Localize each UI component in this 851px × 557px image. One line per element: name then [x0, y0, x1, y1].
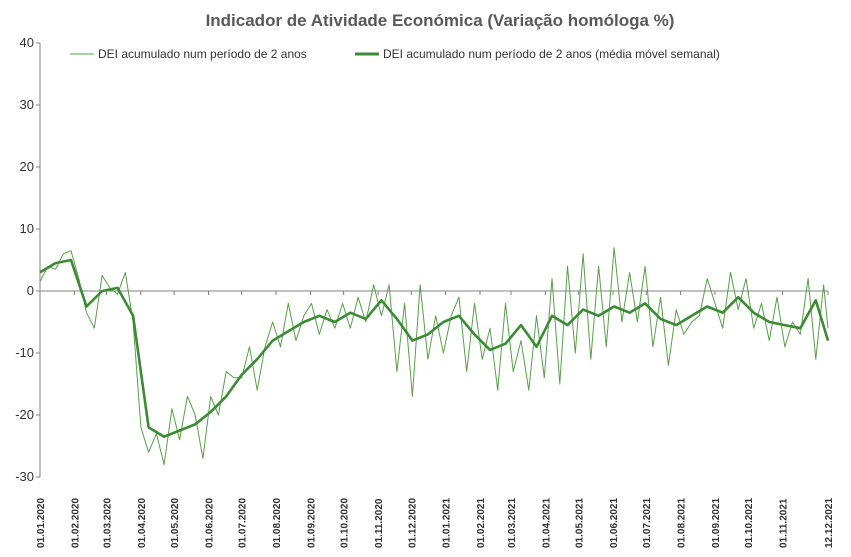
- x-tick-label: 01.10.2020: [340, 498, 351, 548]
- x-tick-label: 01.06.2021: [609, 498, 620, 548]
- y-tick-label: -20: [15, 407, 34, 422]
- x-tick-label: 01.01.2020: [36, 498, 47, 548]
- legend-label-weekly: DEI acumulado num período de 2 anos (méd…: [383, 47, 720, 61]
- x-tick-label: 01.01.2021: [442, 498, 453, 548]
- x-tick-label: 01.11.2020: [374, 498, 385, 548]
- legend: DEI acumulado num período de 2 anos DEI …: [70, 47, 720, 61]
- x-tick-label: 01.03.2021: [507, 498, 518, 548]
- y-tick-label: 20: [20, 159, 34, 174]
- series-line-weekly-average: [39, 258, 830, 439]
- x-tick-label: 01.10.2021: [744, 498, 755, 548]
- x-tick-label: 01.09.2021: [711, 498, 722, 548]
- x-tick-label: 01.05.2021: [575, 498, 586, 548]
- legend-label-daily: DEI acumulado num período de 2 anos: [98, 47, 307, 61]
- chart-title: Indicador de Atividade Económica (Variaç…: [206, 11, 675, 30]
- x-tick-label: 01.08.2020: [272, 498, 283, 548]
- x-tick-label: 01.04.2021: [541, 498, 552, 548]
- x-tick-label: 01.07.2020: [238, 498, 249, 548]
- y-tick-label: 30: [20, 97, 34, 112]
- x-tick-label: 01.06.2020: [204, 498, 215, 548]
- x-tick-label: 01.02.2020: [70, 498, 81, 548]
- x-tick-label: 01.02.2021: [476, 498, 487, 548]
- x-tick-label: 01.09.2020: [306, 498, 317, 548]
- x-tick-label: 12.12.2021: [824, 498, 835, 548]
- x-tick-label: 01.03.2020: [102, 498, 113, 548]
- x-tick-label: 01.11.2021: [779, 498, 790, 548]
- y-tick-label: -10: [15, 345, 34, 360]
- x-tick-label: 01.08.2021: [677, 498, 688, 548]
- x-tick-label: 01.05.2020: [170, 498, 181, 548]
- x-tick-label: 01.12.2020: [407, 498, 418, 548]
- y-tick-label: 0: [27, 283, 34, 298]
- y-tick-label: 10: [20, 221, 34, 236]
- x-tick-label: 01.07.2021: [642, 498, 653, 548]
- series-line-daily: [39, 247, 829, 466]
- y-axis: -30 -20 -10 0 10 20 30 40: [15, 35, 41, 484]
- x-axis: 01.01.2020 01.02.2020 01.03.2020 01.04.2020…: [36, 290, 835, 548]
- series-layer: [39, 247, 830, 466]
- y-tick-label: 40: [20, 35, 34, 50]
- x-tick-label: 01.04.2020: [137, 498, 148, 548]
- y-tick-label: -30: [15, 469, 34, 484]
